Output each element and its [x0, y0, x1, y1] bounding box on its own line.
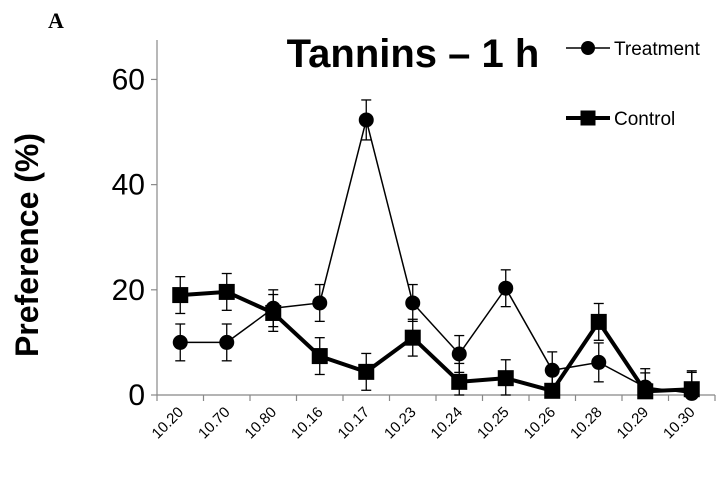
- y-axis-label: Preference (%): [9, 133, 45, 357]
- data-point: [312, 295, 328, 311]
- legend-item-control: Control: [566, 109, 675, 130]
- x-tick-label: 10.70: [195, 404, 234, 443]
- data-point: [219, 334, 235, 350]
- panel-label: A: [48, 8, 64, 33]
- legend-marker: [581, 41, 595, 55]
- data-point: [451, 373, 468, 390]
- data-point: [405, 295, 421, 311]
- legend-label: Control: [614, 109, 675, 130]
- y-tick-label: 0: [128, 379, 145, 412]
- chart-title: Tannins – 1 h: [287, 32, 540, 76]
- series-line: [180, 119, 692, 395]
- x-tick-label: 10.26: [521, 404, 560, 443]
- data-point: [172, 287, 189, 304]
- x-tick-label: 10.28: [567, 404, 606, 443]
- x-tick-label: 10.29: [614, 404, 653, 443]
- series-line: [180, 289, 692, 394]
- y-tick-label: 40: [112, 169, 145, 202]
- y-ticks: 0 20 40 60: [112, 63, 157, 412]
- data-point: [544, 382, 561, 399]
- data-point: [497, 370, 514, 387]
- x-tick-label: 10.23: [381, 404, 420, 443]
- x-tick-label: 10.16: [288, 404, 327, 443]
- data-point: [637, 383, 654, 400]
- data-point: [498, 280, 514, 296]
- data-point: [451, 346, 467, 362]
- x-tick-label: 10.20: [149, 404, 188, 443]
- legend-marker: [580, 110, 596, 126]
- legend: Treatment Control: [566, 39, 701, 130]
- legend-item-treatment: Treatment: [566, 39, 701, 60]
- series-layer: [172, 99, 700, 401]
- x-tick-label: 10.17: [335, 404, 374, 443]
- x-tick-label: 10.25: [474, 404, 513, 443]
- y-tick-label: 20: [112, 274, 145, 307]
- data-point: [590, 313, 607, 330]
- data-point: [358, 363, 375, 380]
- y-tick-label: 60: [112, 63, 145, 96]
- x-tick-label: 10.24: [428, 404, 467, 443]
- data-point: [311, 348, 328, 365]
- data-point: [358, 112, 374, 128]
- data-point: [172, 334, 188, 350]
- data-point: [218, 283, 235, 300]
- legend-label: Treatment: [614, 39, 701, 60]
- data-point: [591, 354, 607, 370]
- data-point: [544, 362, 560, 378]
- data-point: [404, 329, 421, 346]
- axes: [156, 40, 715, 396]
- x-tick-label: 10.80: [242, 404, 281, 443]
- series-control: [172, 272, 700, 400]
- x-tick-label: 10.30: [660, 404, 699, 443]
- data-point: [265, 304, 282, 321]
- x-ticks: 10.20 10.70 10.80 10.16 10.17 10.23 10.24 10.25…: [149, 395, 716, 443]
- data-point: [683, 381, 700, 398]
